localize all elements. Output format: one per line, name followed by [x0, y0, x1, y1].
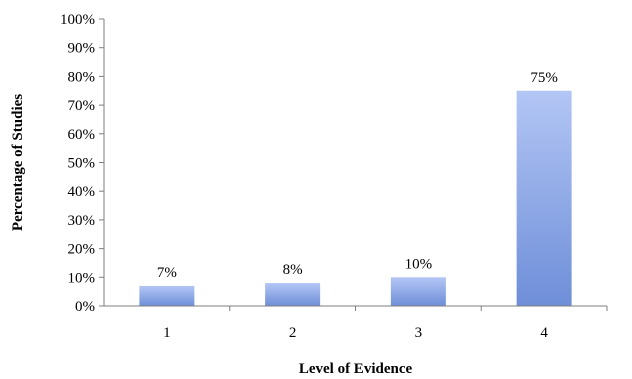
- x-tick-label: 3: [415, 325, 423, 341]
- data-label-level-4: 75%: [530, 70, 558, 86]
- y-tick-label: 70%: [68, 98, 96, 114]
- data-label-level-2: 8%: [283, 262, 303, 278]
- y-tick-label: 80%: [68, 69, 96, 85]
- y-tick-label: 20%: [68, 242, 96, 258]
- y-tick-label: 100%: [60, 12, 95, 28]
- x-tick-label: 1: [163, 325, 171, 341]
- y-tick-label: 0%: [75, 299, 95, 315]
- y-tick-label: 40%: [68, 184, 96, 200]
- bar-level-3: [390, 277, 446, 306]
- y-tick-label: 90%: [68, 41, 96, 57]
- bar-level-4: [516, 90, 572, 306]
- bar-level-2: [265, 283, 321, 306]
- x-axis-title: Level of Evidence: [299, 361, 413, 377]
- y-tick-label: 10%: [68, 270, 96, 286]
- y-axis-title: Percentage of Studies: [10, 94, 26, 231]
- data-label-level-1: 7%: [157, 265, 177, 281]
- y-axis-ticks: 0% 10% 20% 30% 40% 50% 60% 70% 80% 90% 100%: [60, 12, 104, 315]
- x-tick-label: 4: [540, 325, 548, 341]
- bar-level-1: [139, 285, 195, 306]
- data-label-level-3: 10%: [405, 256, 433, 272]
- bars: 7% 8% 10% 75%: [139, 70, 572, 306]
- y-tick-label: 50%: [68, 156, 96, 172]
- x-axis-ticks: 1 2 3 4: [163, 306, 608, 341]
- y-tick-label: 60%: [68, 127, 96, 143]
- x-tick-label: 2: [289, 325, 297, 341]
- y-tick-label: 30%: [68, 213, 96, 229]
